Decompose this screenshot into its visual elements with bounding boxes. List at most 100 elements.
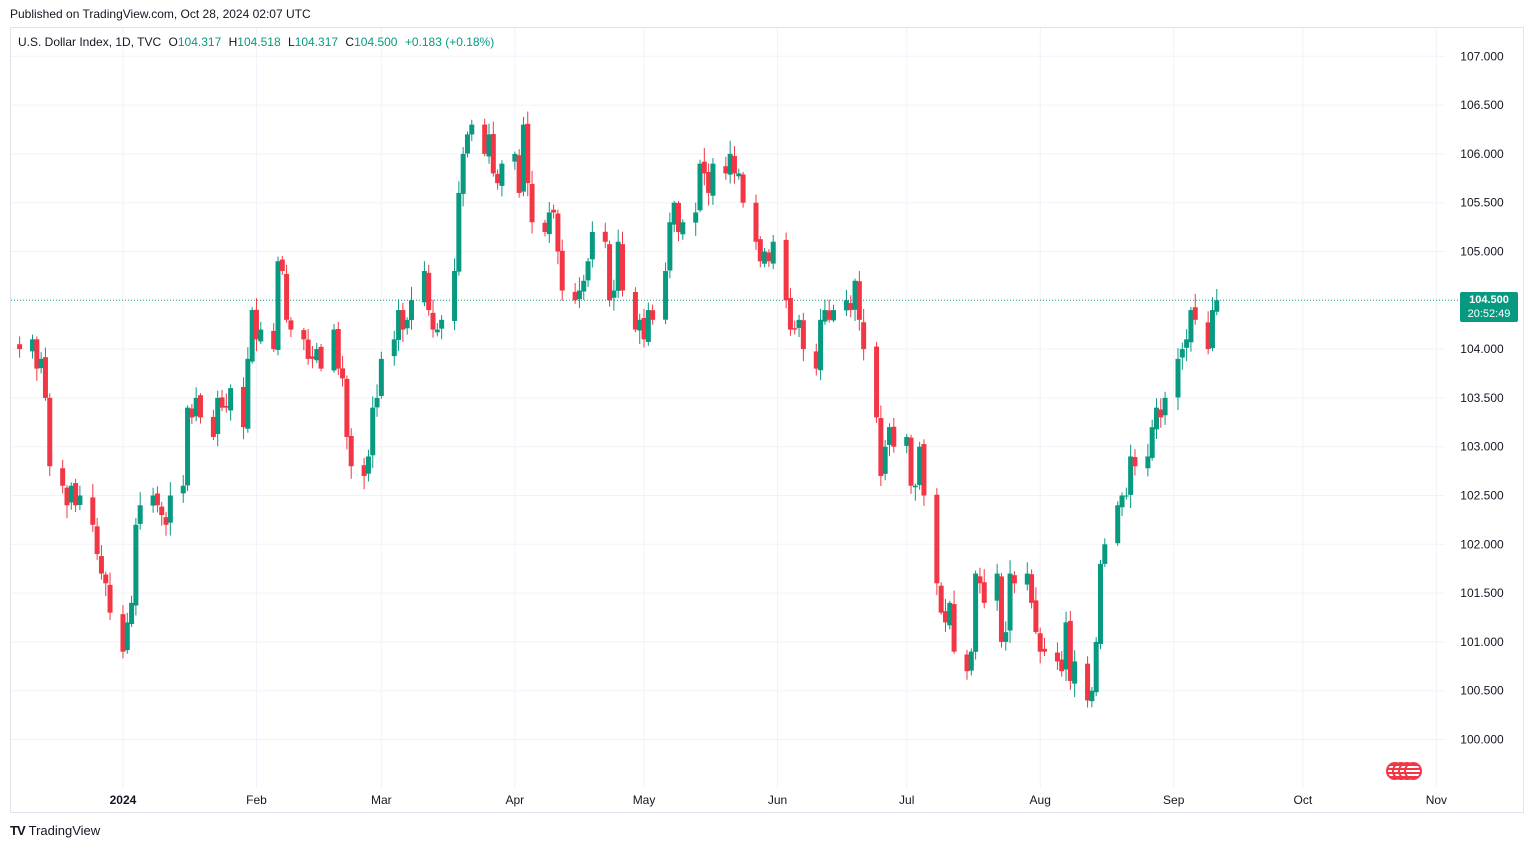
candle-body	[408, 300, 414, 321]
candle-body	[710, 163, 716, 196]
candle-body	[210, 416, 216, 437]
candle-body	[241, 386, 247, 428]
x-tick-label: Aug	[1030, 793, 1051, 807]
candle-body	[602, 231, 608, 242]
candle-body	[314, 349, 320, 361]
candle-body	[163, 517, 169, 525]
candle-body	[348, 435, 354, 467]
candle-body	[796, 319, 802, 328]
footer: TV TradingView	[10, 823, 100, 838]
candle-body	[1184, 339, 1190, 348]
candle-body	[1158, 409, 1164, 418]
candle-body	[271, 330, 277, 350]
candle-body	[998, 576, 1004, 642]
candle-body	[585, 261, 591, 281]
candle-body	[542, 222, 548, 232]
candle-body	[1072, 661, 1078, 684]
candle-body	[154, 493, 160, 506]
footer-brand[interactable]: TradingView	[28, 823, 101, 838]
candle-body	[90, 497, 96, 525]
candle-body	[856, 281, 862, 320]
candle-body	[886, 427, 892, 445]
candle-body	[546, 212, 552, 235]
candle-body	[878, 418, 884, 476]
candle-body	[469, 124, 475, 135]
candle-body	[942, 611, 948, 623]
candle-body	[516, 155, 522, 193]
candle-body	[1115, 505, 1121, 544]
y-tick-label: 106.000	[1460, 147, 1504, 161]
high-value: 104.518	[237, 35, 281, 49]
candle-body	[335, 328, 341, 369]
candle-body	[680, 222, 686, 235]
candle-body	[309, 356, 315, 359]
candle-body	[284, 273, 290, 320]
candle-body	[120, 614, 126, 652]
candle-body	[663, 271, 669, 320]
candle-body	[753, 202, 759, 242]
candle-body	[1085, 663, 1091, 701]
candle-body	[193, 397, 199, 417]
y-tick-label: 103.000	[1460, 440, 1504, 454]
candle-body	[831, 310, 837, 321]
candle-body	[499, 163, 505, 186]
candle-body	[1192, 307, 1198, 320]
candle-body	[645, 310, 651, 342]
candle-body	[452, 271, 458, 321]
candle-body	[318, 346, 324, 369]
candle-body	[766, 252, 772, 262]
candle-body	[456, 192, 462, 272]
candle-body	[727, 153, 733, 175]
candle-body	[421, 271, 427, 303]
events-markers[interactable]	[1386, 762, 1422, 780]
y-tick-label: 100.500	[1460, 684, 1504, 698]
candle-body	[723, 166, 729, 174]
candle-body	[1037, 633, 1043, 652]
candle-body	[589, 231, 595, 260]
candle-body	[637, 319, 643, 331]
candle-body	[1054, 652, 1060, 662]
y-tick-label: 101.000	[1460, 635, 1504, 649]
candle-body	[396, 310, 402, 340]
open-label: O	[168, 35, 178, 49]
candle-body	[908, 437, 914, 486]
candle-body	[848, 303, 854, 311]
candle-body	[1209, 310, 1215, 349]
tradingview-logo-icon[interactable]: TV	[10, 823, 26, 838]
x-tick-label: Sep	[1163, 793, 1185, 807]
candle-body	[215, 397, 221, 435]
candle-body	[150, 495, 156, 506]
candle-body	[641, 317, 647, 340]
candle-body	[671, 202, 677, 225]
candle-body	[947, 602, 953, 626]
y-tick-label: 105.000	[1460, 245, 1504, 259]
candle-body	[1175, 358, 1181, 398]
candle-body	[762, 251, 768, 264]
chart-frame[interactable]	[10, 27, 1524, 813]
symbol-label[interactable]: U.S. Dollar Index, 1D, TVC	[18, 35, 162, 49]
candle-body	[159, 506, 165, 516]
candle-body	[73, 483, 79, 506]
candle-body	[874, 346, 880, 418]
candle-body	[249, 310, 255, 362]
candle-body	[370, 407, 376, 456]
last-price-value: 104.500	[1469, 294, 1509, 306]
us-flag-icon[interactable]	[1404, 762, 1422, 780]
candle-body	[490, 134, 496, 174]
candle-body	[77, 495, 83, 505]
candle-body	[934, 494, 940, 584]
candle-body	[124, 622, 130, 651]
y-tick-label: 102.000	[1460, 537, 1504, 551]
candle-body	[917, 446, 923, 486]
y-tick-label: 100.000	[1460, 733, 1504, 747]
candle-body	[650, 310, 656, 320]
y-tick-label: 104.000	[1460, 342, 1504, 356]
bar-countdown: 20:52:49	[1467, 308, 1511, 320]
candle-body	[404, 319, 410, 329]
candle-body	[288, 320, 294, 330]
candle-body	[632, 292, 638, 330]
candle-body	[701, 161, 707, 174]
candle-body	[460, 153, 466, 194]
candle-body	[400, 310, 406, 330]
